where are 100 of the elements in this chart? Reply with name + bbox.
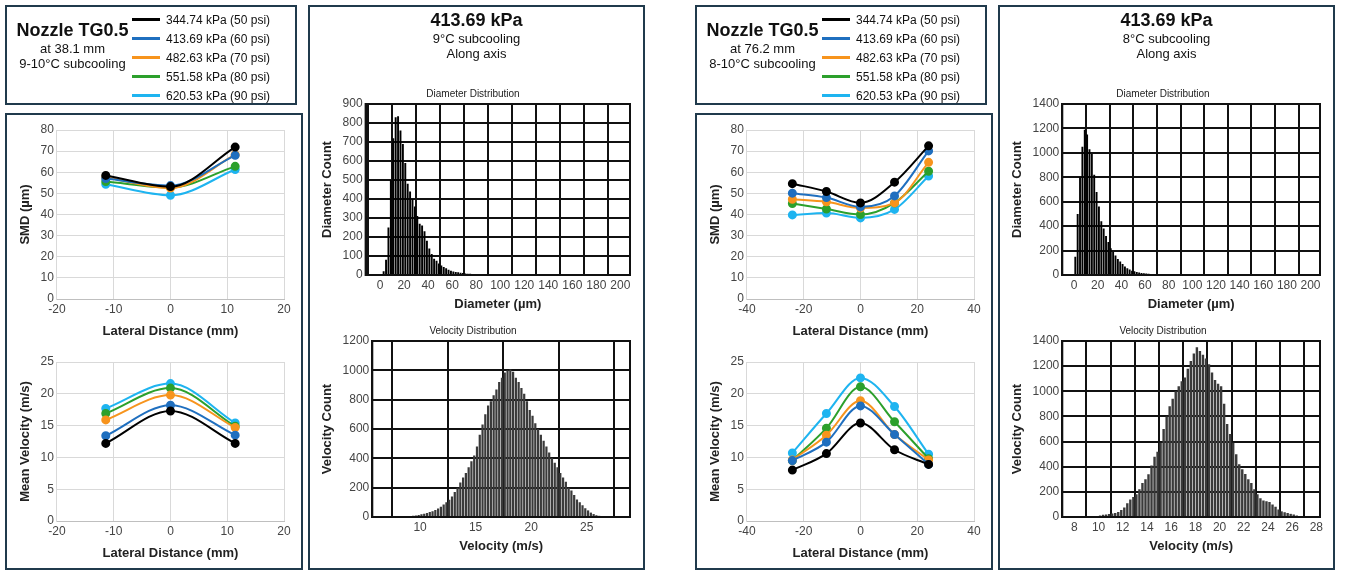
y-tick-label: 5: [737, 481, 745, 496]
text: 413.69 kPa: [429, 10, 524, 31]
x-tick-label: 8: [1071, 519, 1079, 534]
x-tick-label: 60: [445, 277, 460, 292]
y-tick-label: 40: [40, 206, 55, 221]
x-tick-label: -20: [795, 301, 813, 316]
x-tick-label: 120: [1205, 277, 1227, 292]
y-tick-label: 600: [342, 153, 363, 168]
y-tick-label: 15: [40, 417, 55, 432]
y-tick-label: 80: [730, 122, 745, 137]
y-tick-label: 600: [1039, 433, 1060, 448]
x-tick-label: -40: [738, 523, 756, 538]
x-tick-label: 100: [1182, 277, 1203, 292]
chart-title: Diameter Distribution: [426, 87, 520, 99]
x-tick-label: 0: [167, 523, 175, 538]
text: Along axis: [445, 46, 508, 61]
x-tick-label: 0: [857, 523, 865, 538]
y-axis-title: Diameter Count: [319, 140, 335, 238]
y-tick-label: 1200: [1032, 358, 1060, 373]
text: 9-10°C subcooling: [18, 56, 127, 71]
y-tick-label: 25: [40, 354, 55, 369]
x-tick-label: 40: [967, 523, 981, 538]
x-tick-label: 0: [857, 301, 865, 316]
legend-label: 482.63 kPa (70 psi): [166, 50, 271, 65]
x-tick-label: 10: [413, 519, 428, 534]
y-tick-label: 900: [342, 96, 363, 111]
y-tick-label: 20: [730, 249, 745, 264]
x-tick-label: 0: [1070, 277, 1078, 292]
y-tick-label: 20: [730, 386, 745, 401]
y-tick-label: 0: [1052, 267, 1060, 282]
legend-label: 413.69 kPa (60 psi): [856, 31, 961, 46]
chart-title: Velocity Distribution: [429, 324, 517, 336]
y-tick-label: 100: [342, 248, 363, 263]
text: Nozzle TG0.5: [705, 20, 820, 41]
x-tick-label: 200: [610, 277, 631, 292]
y-axis-title: SMD (µm): [17, 184, 33, 245]
x-tick-label: 20: [910, 523, 925, 538]
y-tick-label: 10: [730, 449, 745, 464]
x-tick-label: -10: [105, 301, 123, 316]
legend-label: 620.53 kPa (90 psi): [166, 88, 271, 103]
text: 8-10°C subcooling: [708, 56, 817, 71]
x-tick-label: -20: [48, 523, 66, 538]
y-tick-label: 60: [730, 164, 745, 179]
y-tick-label: 200: [1039, 242, 1060, 257]
x-axis-title: Diameter (µm): [454, 295, 542, 311]
x-tick-label: -20: [48, 301, 66, 316]
y-tick-label: 800: [342, 115, 363, 130]
x-tick-label: 40: [1114, 277, 1129, 292]
x-tick-label: 180: [1276, 277, 1298, 292]
x-tick-label: 140: [1229, 277, 1250, 292]
y-axis-title: Diameter Count: [1009, 140, 1025, 238]
x-axis-title: Lateral Distance (mm): [102, 322, 239, 338]
text: at 38.1 mm: [39, 41, 106, 56]
y-tick-label: 25: [730, 354, 745, 369]
x-tick-label: 60: [1138, 277, 1153, 292]
x-axis-title: Velocity (m/s): [459, 537, 544, 553]
y-tick-label: 200: [349, 479, 370, 494]
text: 8°C subcooling: [1121, 31, 1212, 46]
x-tick-label: -20: [795, 523, 813, 538]
y-tick-label: 800: [349, 391, 370, 406]
x-tick-label: 20: [1091, 277, 1105, 292]
x-tick-label: 12: [1116, 519, 1130, 534]
x-axis-title: Lateral Distance (mm): [792, 322, 929, 338]
x-tick-label: 160: [562, 277, 583, 292]
y-tick-label: 70: [40, 143, 55, 158]
x-axis-title: Lateral Distance (mm): [102, 544, 239, 560]
y-tick-label: 1200: [342, 333, 370, 348]
y-tick-label: 30: [40, 227, 55, 242]
x-tick-label: 120: [514, 277, 535, 292]
y-tick-label: 20: [40, 386, 55, 401]
y-tick-label: 1400: [1032, 96, 1060, 111]
x-tick-label: -10: [105, 523, 123, 538]
y-tick-label: 300: [342, 210, 363, 225]
y-axis-title: SMD (µm): [707, 184, 723, 245]
y-tick-label: 800: [1039, 408, 1060, 423]
x-tick-label: 40: [421, 277, 436, 292]
text: at 76.2 mm: [729, 41, 796, 56]
y-tick-label: 400: [1039, 218, 1060, 233]
legend-label: 344.74 kPa (50 psi): [856, 12, 961, 27]
x-axis-title: Velocity (m/s): [1149, 537, 1234, 553]
y-tick-label: 50: [730, 185, 745, 200]
y-tick-label: 200: [342, 229, 363, 244]
y-axis-title: Mean Velocity (m/s): [707, 381, 723, 502]
y-tick-label: 200: [1039, 484, 1060, 499]
x-tick-label: 80: [1162, 277, 1176, 292]
y-tick-label: 400: [342, 191, 363, 206]
y-tick-label: 1200: [1032, 120, 1060, 135]
y-tick-label: 1400: [1032, 333, 1060, 348]
x-tick-label: 0: [167, 301, 175, 316]
x-tick-label: 20: [277, 301, 291, 316]
x-tick-label: 140: [538, 277, 559, 292]
legend-label: 413.69 kPa (60 psi): [166, 31, 271, 46]
legend-label: 620.53 kPa (90 psi): [856, 88, 961, 103]
y-tick-label: 1000: [342, 362, 370, 377]
text: Along axis: [1135, 46, 1198, 61]
y-tick-label: 40: [730, 206, 745, 221]
x-tick-label: 10: [220, 301, 235, 316]
y-tick-label: 600: [349, 421, 370, 436]
x-tick-label: 20: [910, 301, 925, 316]
text: 9°C subcooling: [431, 31, 522, 46]
